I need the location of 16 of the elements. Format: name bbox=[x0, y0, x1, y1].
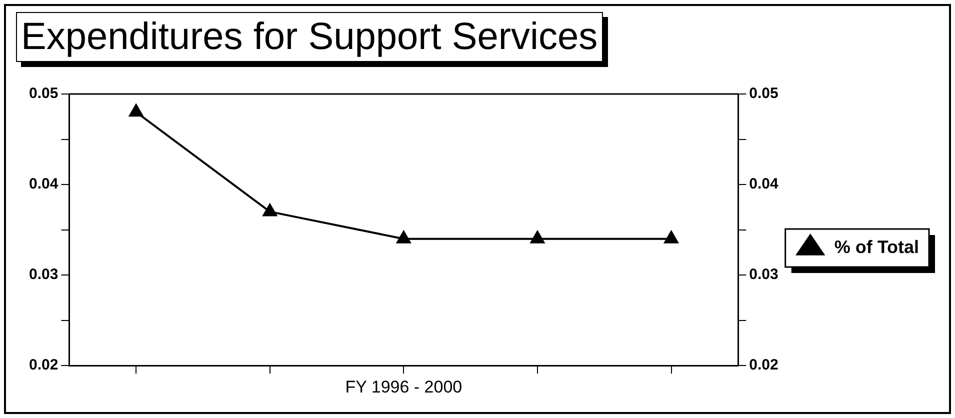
y-tick-label: 0.04 bbox=[28, 176, 59, 193]
x-axis-title: FY 1996 - 2000 bbox=[345, 377, 462, 396]
y2-tick-label: 0.04 bbox=[749, 176, 779, 193]
point bbox=[262, 204, 277, 216]
point bbox=[129, 104, 144, 117]
point bbox=[396, 230, 411, 244]
y-tick-label: 0.05 bbox=[28, 85, 58, 102]
y2-tick-label: 0.03 bbox=[749, 266, 778, 284]
y-tick-label: 0.02 bbox=[28, 356, 58, 374]
y2-tick-label: 0.05 bbox=[749, 85, 778, 102]
chart-title: Expenditures for Support Services bbox=[16, 12, 603, 62]
y-tick-label: 0.03 bbox=[28, 266, 58, 284]
point bbox=[530, 230, 545, 244]
legend-label: % of Total bbox=[834, 236, 919, 257]
y2-tick-label: 0.02 bbox=[749, 356, 778, 374]
point bbox=[664, 230, 678, 244]
